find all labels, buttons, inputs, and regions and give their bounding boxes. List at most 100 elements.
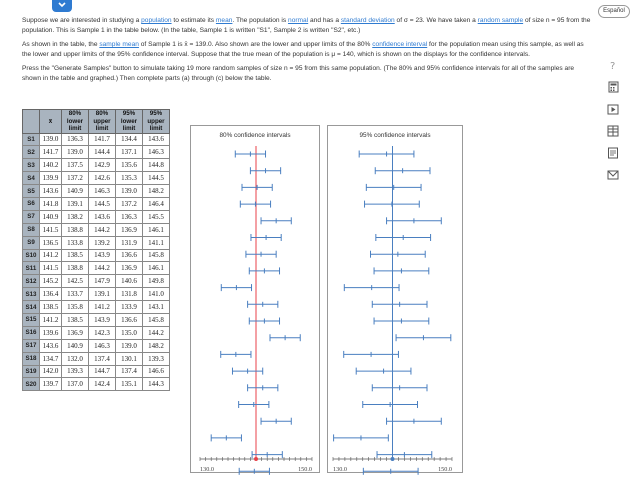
upper-95-cell: 144.2 [142, 325, 170, 340]
sample-id-cell: S8 [22, 222, 40, 237]
xbar-cell: 140.9 [39, 209, 62, 224]
sample-id-cell: S6 [22, 196, 40, 211]
lower-80-cell: 137.0 [61, 377, 89, 392]
upper-80-cell: 141.7 [88, 132, 116, 147]
book-icon[interactable] [606, 146, 620, 160]
lower-95-cell: 135.6 [115, 158, 143, 173]
lower-80-cell: 140.9 [61, 184, 89, 198]
upper-80-cell: 143.9 [88, 248, 116, 263]
upper-95-cell: 144.5 [142, 171, 170, 186]
ci95-plot: 130.0 150.0 [332, 146, 453, 475]
video-play-icon[interactable] [606, 102, 620, 116]
normal-link[interactable]: normal [288, 17, 309, 24]
sample-id-cell: S15 [22, 312, 40, 327]
population-link[interactable]: population [141, 17, 172, 24]
sample-id-cell: S10 [22, 248, 40, 263]
calculator-icon[interactable] [606, 80, 620, 94]
lower-95-cell: 131.9 [115, 235, 143, 250]
ci95-plot-title: 95% confidence intervals [359, 132, 431, 139]
ci80-plot-title: 80% confidence intervals [219, 132, 291, 139]
random-sample-link[interactable]: random sample [477, 17, 524, 24]
sample-id-cell: S14 [22, 300, 40, 314]
data-table-icon[interactable] [606, 124, 620, 138]
upper-80-cell: 139.1 [88, 287, 116, 302]
lower-95-cell: 131.8 [115, 287, 143, 302]
upper-80-cell: 146.3 [88, 338, 116, 353]
intro-paragraph-1: Suppose we are interested in studying a … [22, 17, 591, 34]
upper-95-cell: 149.8 [142, 274, 170, 289]
upper-95-cell: 146.4 [142, 196, 170, 211]
table-row: S7 140.9 138.2 143.6 136.3 145.5 [22, 209, 170, 224]
upper-80-cell: 139.2 [88, 235, 116, 250]
upper-80-cell: 137.4 [88, 351, 116, 366]
mean-link[interactable]: mean [215, 17, 233, 24]
table-row: S12 145.2 142.5 147.9 140.6 149.8 [22, 274, 170, 289]
help-icon[interactable]: ? [606, 58, 620, 72]
table-row: S2 141.7 139.0 144.4 137.1 146.3 [22, 145, 170, 160]
espanol-button[interactable]: Español [598, 5, 630, 18]
lower-95-cell: 136.9 [115, 261, 143, 276]
table-row: S1 139.0 136.3 141.7 134.4 143.6 [22, 132, 170, 147]
intro-paragraph-2: As shown in the table, the sample mean o… [22, 41, 584, 58]
standard-deviation-link[interactable]: standard deviation [340, 17, 395, 24]
confidence-interval-link[interactable]: confidence interval [372, 41, 428, 48]
lower-95-cell: 139.0 [115, 338, 143, 353]
xbar-cell: 141.5 [39, 261, 62, 276]
lower-95-cell: 136.6 [115, 312, 143, 327]
x-tick-label-max: 150.0 [298, 466, 312, 473]
ci80-plot: 130.0 150.0 [199, 146, 313, 475]
lower-80-cell: 140.9 [61, 338, 89, 353]
upper-80-cell: 144.4 [88, 145, 116, 160]
xbar-cell: 140.2 [39, 158, 62, 173]
xbar-cell: 136.4 [39, 287, 62, 302]
table-row: S18 134.7 132.0 137.4 130.1 139.3 [22, 351, 170, 366]
xbar-cell: 134.7 [39, 351, 62, 366]
xbar-cell: 139.9 [39, 171, 62, 186]
sample-mean-link[interactable]: sample mean [99, 41, 139, 48]
xbar-cell: 145.2 [39, 274, 62, 289]
email-icon[interactable] [606, 168, 620, 182]
upper-95-cell: 148.2 [142, 184, 170, 198]
sample-id-cell: S13 [22, 287, 40, 302]
lower-95-cell: 136.6 [115, 248, 143, 263]
sample-id-cell: S16 [22, 325, 40, 340]
upper-80-cell: 142.9 [88, 158, 116, 173]
collapse-chevron-button[interactable] [52, 0, 72, 12]
header-95-lower: 95% lower limit [115, 109, 143, 134]
lower-95-cell: 136.9 [115, 222, 143, 237]
sample-id-cell: S4 [22, 171, 40, 186]
upper-80-cell: 144.7 [88, 364, 116, 379]
upper-95-cell: 141.1 [142, 235, 170, 250]
sample-id-cell: S18 [22, 351, 40, 366]
upper-80-cell: 144.2 [88, 261, 116, 276]
lower-80-cell: 135.8 [61, 300, 89, 314]
upper-95-cell: 146.3 [142, 145, 170, 160]
xbar-cell: 141.5 [39, 222, 62, 237]
table-row: S9 136.5 133.8 139.2 131.9 141.1 [22, 235, 170, 250]
table-row: S15 141.2 138.5 143.9 136.6 145.8 [22, 312, 170, 327]
table-row: S5 143.6 140.9 146.3 139.0 148.2 [22, 184, 170, 198]
upper-95-cell: 143.6 [142, 132, 170, 147]
upper-80-cell: 142.3 [88, 325, 116, 340]
x-tick-label-max: 150.0 [438, 466, 452, 473]
upper-80-cell: 142.4 [88, 377, 116, 392]
sample-id-cell: S5 [22, 184, 40, 198]
lower-95-cell: 134.4 [115, 132, 143, 147]
table-row: S19 142.0 139.3 144.7 137.4 146.6 [22, 364, 170, 379]
lower-95-cell: 135.1 [115, 377, 143, 392]
lower-80-cell: 138.8 [61, 222, 89, 237]
table-header-row: x̄ 80% lower limit 80% upper limit 95% l… [22, 109, 170, 134]
lower-95-cell: 137.1 [115, 145, 143, 160]
header-xbar: x̄ [39, 109, 62, 134]
chevron-down-icon [58, 2, 66, 8]
lower-80-cell: 137.5 [61, 158, 89, 173]
problem-text: Suppose we are interested in studying a … [22, 16, 594, 88]
lower-95-cell: 136.3 [115, 209, 143, 224]
sample-id-cell: S2 [22, 145, 40, 160]
sample-id-cell: S20 [22, 377, 40, 392]
xbar-cell: 141.8 [39, 196, 62, 211]
upper-95-cell: 145.8 [142, 312, 170, 327]
sample-id-cell: S11 [22, 261, 40, 276]
lower-80-cell: 138.5 [61, 312, 89, 327]
ci95-plot-panel: 95% confidence intervals 130.0 150.0 [327, 125, 463, 475]
